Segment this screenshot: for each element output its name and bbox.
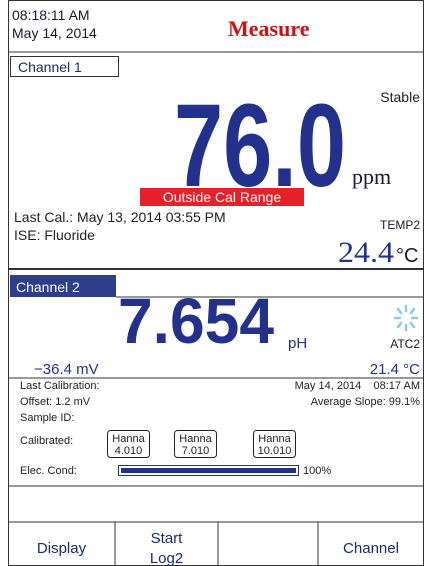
channel-tab: [10, 275, 116, 297]
channel-label: Channel 2: [16, 279, 80, 295]
unit: ppm: [352, 164, 391, 189]
buffer-text: 4.010: [115, 445, 143, 457]
offset: Offset: 1.2 mV: [20, 396, 91, 408]
cond-bar: [121, 468, 296, 473]
time: 08:18:11 AM: [12, 7, 90, 23]
softkey-label[interactable]: Log2: [150, 550, 183, 566]
reading: 7.654: [118, 285, 274, 357]
buffer-box: [253, 430, 296, 458]
softkey-label[interactable]: Channel: [343, 540, 399, 557]
ise: ISE: Fluoride: [14, 227, 95, 243]
sample-id: Sample ID:: [20, 412, 74, 424]
buffer-text: 10.010: [258, 445, 292, 457]
screen-title: Measure: [228, 16, 310, 41]
temp-label: TEMP2: [380, 218, 420, 232]
calibrated-label: Calibrated:: [20, 435, 73, 447]
cal-datetime: May 14, 2014 08:17 AM: [295, 380, 420, 392]
channel-tab: [10, 56, 119, 77]
temperature: 24.4: [338, 236, 394, 269]
warning: Outside Cal Range: [163, 189, 282, 205]
buffer-text: Hanna: [179, 433, 212, 445]
slope: Average Slope: 99.1%: [311, 396, 420, 408]
softkey-label[interactable]: Display: [37, 540, 87, 557]
softkey-label[interactable]: Start: [151, 530, 184, 547]
buffer-text: Hanna: [112, 433, 145, 445]
atc: ATC2: [390, 337, 420, 351]
status: Stable: [380, 89, 420, 105]
warning-box: [140, 188, 304, 206]
buffer-box: [107, 430, 150, 458]
millivolts: −36.4 mV: [34, 361, 99, 378]
elec-cond: 100%: [303, 465, 331, 477]
unit: pH: [288, 335, 307, 352]
elec-cond-label: Elec. Cond:: [20, 465, 77, 477]
date: May 14, 2014: [12, 25, 97, 41]
busy-icon: [393, 304, 419, 332]
temperature: 21.4 °C: [370, 361, 420, 378]
buffer-text: 7.010: [182, 445, 210, 457]
temp-unit: °C: [396, 245, 418, 267]
buffer-text: Hanna: [258, 433, 291, 445]
last-calibration: Last Calibration:: [20, 380, 100, 392]
channel-label: Channel 1: [18, 59, 82, 75]
buffer-box: [174, 430, 217, 458]
last-cal: Last Cal.: May 13, 2014 03:55 PM: [14, 209, 226, 225]
